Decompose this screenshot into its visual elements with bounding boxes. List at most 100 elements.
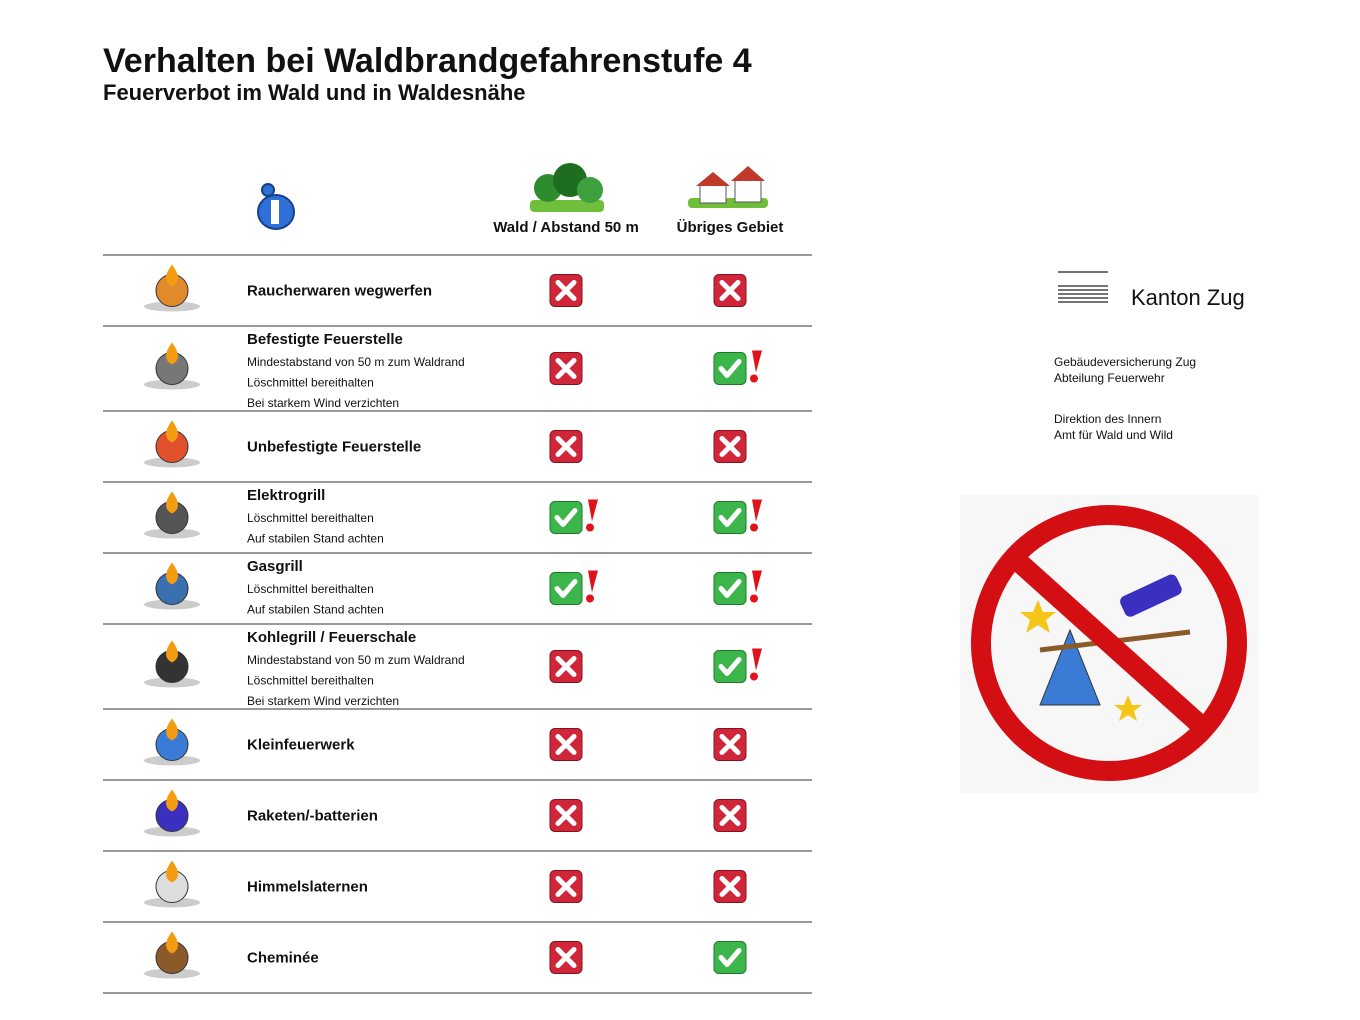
row-note: Bei starkem Wind verzichten — [247, 694, 399, 708]
row-note: Löschmittel bereithalten — [247, 511, 374, 525]
logo-mark — [1058, 271, 1108, 303]
status-1 — [713, 499, 762, 534]
icon-flame — [166, 860, 178, 883]
check-mark — [718, 359, 742, 378]
status-1 — [713, 648, 762, 683]
status-0 — [549, 941, 583, 974]
forest-icon — [530, 163, 604, 212]
icon-flame — [166, 491, 178, 514]
row-note: Mindestabstand von 50 m zum Waldrand — [247, 653, 465, 667]
row-note: Löschmittel bereithalten — [247, 376, 374, 390]
x-cross — [555, 734, 577, 755]
x-cross — [719, 734, 741, 755]
row-label: Kleinfeuerwerk — [247, 737, 355, 754]
houses-icon — [688, 166, 768, 208]
row-note: Bei starkem Wind verzichten — [247, 396, 399, 410]
check-mark — [718, 579, 742, 598]
status-0 — [549, 650, 583, 683]
sidebar-text: Amt für Wald und Wild — [1054, 428, 1173, 442]
check-mark — [718, 657, 742, 676]
exclamation — [752, 350, 762, 373]
status-1 — [713, 570, 762, 605]
status-0 — [549, 870, 583, 903]
row-note: Auf stabilen Stand achten — [247, 532, 384, 546]
row-icon — [144, 931, 200, 979]
status-0 — [549, 799, 583, 832]
row-label: Gasgrill — [247, 558, 303, 575]
row-label: Unbefestigte Feuerstelle — [247, 439, 421, 456]
icon-flame — [166, 264, 178, 287]
row-note: Löschmittel bereithalten — [247, 674, 374, 688]
exclamation — [588, 570, 598, 593]
status-0 — [549, 274, 583, 307]
exclamation — [588, 499, 598, 522]
icon-flame — [166, 789, 178, 812]
x-cross — [719, 805, 741, 826]
icon-flame — [166, 342, 178, 365]
status-1 — [713, 941, 747, 974]
row-icon — [144, 420, 200, 468]
row-note: Auf stabilen Stand achten — [247, 603, 384, 617]
x-cross — [555, 947, 577, 968]
status-0 — [549, 728, 583, 761]
row-label: Himmelslaternen — [247, 879, 368, 896]
x-cross — [555, 876, 577, 897]
icon-flame — [166, 931, 178, 954]
row-icon — [144, 342, 200, 390]
icon-flame — [166, 718, 178, 741]
x-cross — [555, 436, 577, 457]
exclamation — [752, 648, 762, 671]
exclamation-dot — [750, 594, 758, 603]
exclamation-dot — [750, 672, 758, 681]
title: Verhalten bei Waldbrandgefahrenstufe 4 — [103, 42, 752, 80]
status-1 — [713, 430, 747, 463]
row-label: Befestigte Feuerstelle — [247, 331, 403, 348]
x-cross — [719, 280, 741, 301]
status-1 — [713, 799, 747, 832]
x-cross — [555, 280, 577, 301]
icon-flame — [166, 562, 178, 585]
row-note: Mindestabstand von 50 m zum Waldrand — [247, 355, 465, 369]
x-cross — [555, 805, 577, 826]
icon-flame — [166, 640, 178, 663]
exclamation — [752, 570, 762, 593]
row-icon — [144, 789, 200, 837]
exclamation-dot — [586, 523, 594, 532]
status-1 — [713, 870, 747, 903]
sidebar-text: Abteilung Feuerwehr — [1054, 371, 1165, 385]
check-mark — [718, 948, 742, 967]
subtitle: Feuerverbot im Wald und in Waldesnähe — [103, 80, 526, 105]
x-cross — [719, 436, 741, 457]
status-0 — [549, 499, 598, 534]
row-label: Kohlegrill / Feuerschale — [247, 629, 416, 646]
status-0 — [549, 430, 583, 463]
exclamation-dot — [750, 374, 758, 383]
row-icon — [144, 562, 200, 610]
check-mark — [718, 508, 742, 527]
exclamation-dot — [586, 594, 594, 603]
row-icon — [144, 264, 200, 312]
row-icon — [144, 718, 200, 766]
row-label: Raucherwaren wegwerfen — [247, 283, 432, 300]
icon-flame — [166, 420, 178, 443]
row-note: Löschmittel bereithalten — [247, 582, 374, 596]
status-1 — [713, 728, 747, 761]
no-fireworks-sign — [960, 495, 1258, 793]
logo-text: Kanton Zug — [1131, 285, 1245, 310]
status-0 — [549, 570, 598, 605]
column-header: Wald / Abstand 50 m — [493, 219, 639, 236]
exclamation — [752, 499, 762, 522]
status-1 — [713, 274, 747, 307]
x-cross — [555, 358, 577, 379]
status-1 — [713, 350, 762, 385]
x-cross — [555, 656, 577, 677]
row-label: Cheminée — [247, 950, 319, 967]
sidebar-text: Direktion des Innern — [1054, 412, 1161, 426]
x-cross — [719, 876, 741, 897]
check-mark — [554, 508, 578, 527]
column-header: Übriges Gebiet — [677, 219, 784, 236]
exclamation-dot — [750, 523, 758, 532]
row-icon — [144, 640, 200, 688]
row-icon — [144, 491, 200, 539]
